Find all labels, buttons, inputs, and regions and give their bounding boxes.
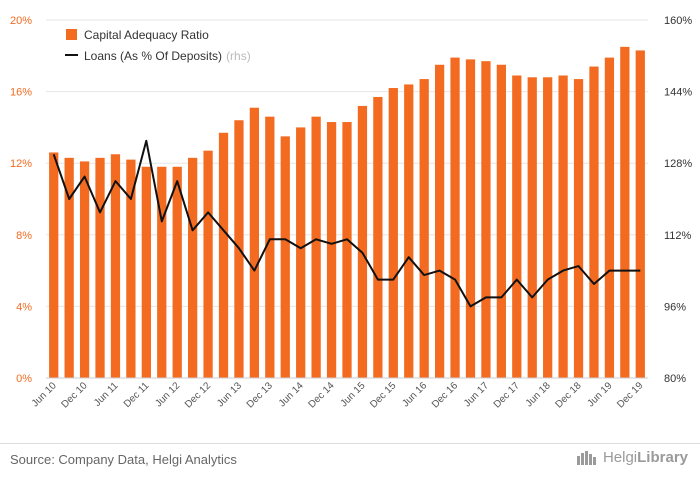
y-right-tick-label: 96% — [664, 301, 686, 313]
bar — [126, 159, 136, 378]
x-tick-label: Jun 18 — [524, 380, 553, 409]
x-tick-label: Dec 17 — [492, 380, 522, 410]
legend-label-loans-name: Loans (As % Of Deposits) — [84, 49, 222, 63]
helgi-library-logo-icon — [576, 451, 596, 465]
bar — [326, 122, 337, 378]
legend-swatch-capital-adequacy — [66, 29, 77, 40]
x-tick-label: Jun 11 — [92, 380, 121, 409]
line-path — [52, 139, 641, 308]
x-tick-label: Jun 17 — [462, 380, 491, 409]
legend-label-capital-adequacy: Capital Adequacy Ratio — [84, 28, 209, 42]
x-tick-label: Dec 16 — [430, 380, 460, 410]
bar — [265, 116, 275, 378]
bar — [527, 77, 537, 378]
bar — [141, 166, 151, 378]
bar — [512, 75, 522, 379]
bar — [49, 152, 59, 378]
bar — [172, 166, 182, 378]
bar — [604, 57, 615, 379]
y-left-tick-label: 20% — [10, 15, 32, 27]
x-tick-label: Jun 16 — [400, 380, 429, 409]
line-series-loans-to-deposits — [52, 139, 641, 308]
legend-label-loans-note: (rhs) — [226, 49, 251, 63]
bar — [280, 136, 290, 378]
x-tick-label: Dec 18 — [553, 380, 583, 410]
brand: HelgiLibrary — [576, 448, 688, 466]
x-tick-label: Dec 11 — [122, 380, 152, 410]
bar — [342, 122, 352, 378]
source-note: Source: Company Data, Helgi Analytics — [10, 452, 237, 467]
x-tick-label: Jun 15 — [339, 380, 368, 409]
bar — [311, 116, 321, 378]
x-tick-label: Dec 15 — [368, 380, 398, 410]
bar — [496, 64, 506, 378]
y-right-tick-label: 80% — [664, 373, 686, 385]
bar — [188, 157, 198, 378]
y-axis-left: 0% 4% 8% 12% 16% 20% — [10, 15, 32, 385]
bar — [373, 96, 383, 378]
y-right-tick-label: 112% — [664, 230, 692, 242]
y-left-tick-label: 12% — [10, 158, 32, 170]
x-axis: Jun 10 Dec 10 Jun 11 Dec 11 Jun 12 Dec 12 Jun … — [30, 377, 648, 411]
bar — [404, 84, 414, 378]
bar — [450, 57, 460, 379]
x-tick-label: Dec 12 — [183, 380, 213, 410]
bar — [95, 157, 105, 378]
x-tick-label: Jun 19 — [586, 380, 615, 409]
bar-series-capital-adequacy — [49, 46, 645, 379]
y-left-tick-label: 16% — [10, 87, 32, 99]
bar — [157, 166, 167, 378]
chart: 0% 4% 8% 12% 16% 20% 80% 96% 112% 128% 144% 160% J… — [10, 15, 692, 411]
y-left-tick-label: 0% — [16, 373, 32, 385]
brand-wordmark: HelgiLibrary — [603, 449, 688, 466]
bar — [388, 88, 398, 379]
x-tick-label: Jun 14 — [277, 380, 306, 409]
bar — [249, 107, 260, 379]
bar — [635, 50, 645, 379]
bar — [110, 154, 121, 378]
bar — [296, 127, 306, 379]
y-axis-right: 80% 96% 112% 128% 144% 160% — [664, 15, 692, 385]
bar — [357, 105, 368, 379]
bar — [434, 64, 445, 378]
bar — [573, 79, 584, 378]
brand-wordmark-bold: Library — [637, 448, 688, 466]
y-right-tick-label: 160% — [664, 15, 692, 27]
x-tick-label: Jun 10 — [30, 380, 59, 409]
bar — [419, 79, 429, 378]
legend-label-loans: Loans (As % Of Deposits) (rhs) — [84, 49, 251, 63]
bar — [465, 59, 476, 378]
bar — [589, 66, 599, 378]
brand-wordmark-light: Helgi — [602, 448, 638, 466]
bar — [64, 157, 74, 378]
x-tick-label: Dec 13 — [245, 380, 275, 410]
bar — [79, 161, 90, 378]
x-tick-label: Dec 19 — [615, 380, 645, 410]
y-right-tick-label: 128% — [664, 158, 692, 170]
y-left-tick-label: 8% — [16, 230, 32, 242]
legend: Capital Adequacy Ratio Loans (As % Of De… — [65, 28, 251, 63]
bar — [481, 61, 491, 379]
x-tick-label: Jun 12 — [153, 380, 182, 409]
bar — [218, 132, 229, 378]
bar — [620, 46, 630, 378]
footer-divider — [0, 443, 700, 444]
y-left-tick-label: 4% — [16, 301, 32, 313]
x-tick-label: Dec 14 — [307, 380, 337, 410]
x-tick-label: Jun 13 — [215, 380, 244, 409]
bar — [543, 77, 553, 378]
x-tick-label: Dec 10 — [60, 380, 90, 410]
bar — [203, 150, 213, 378]
bar — [558, 75, 568, 379]
y-right-tick-label: 144% — [664, 87, 692, 99]
